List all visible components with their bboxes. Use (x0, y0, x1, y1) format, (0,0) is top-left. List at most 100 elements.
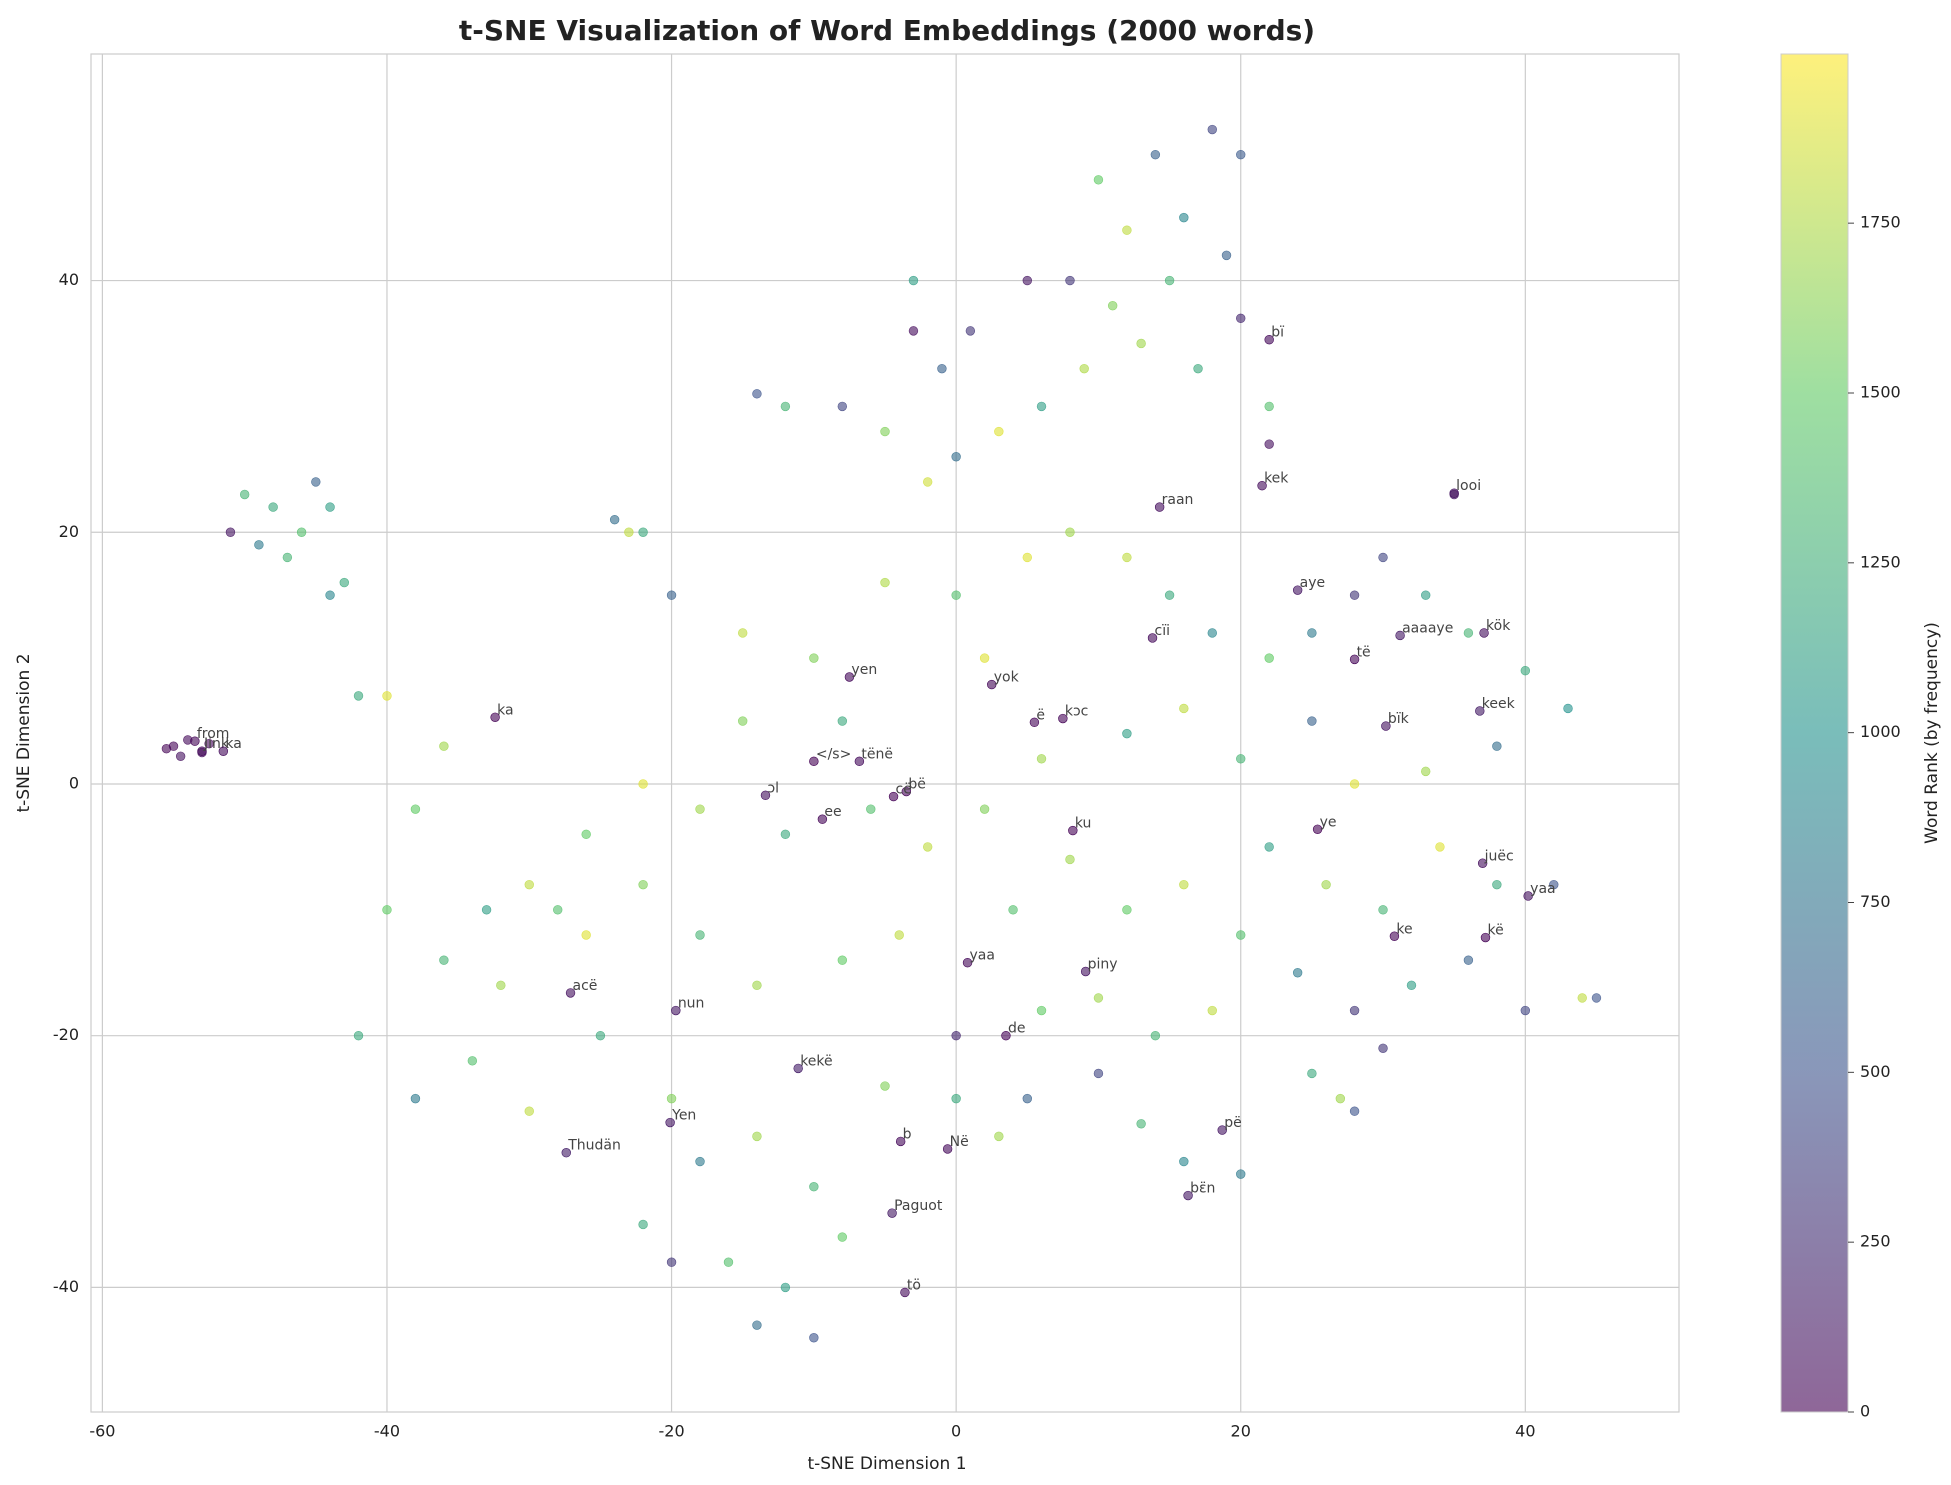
point (695, 804, 705, 814)
point (880, 426, 890, 437)
point (979, 804, 990, 814)
point (410, 1093, 421, 1104)
annotated-point (793, 1063, 803, 1074)
word-label: ku (1075, 816, 1092, 832)
point (282, 552, 293, 563)
point (1463, 628, 1474, 638)
word-label: pë (1224, 1115, 1242, 1131)
point (1349, 1106, 1360, 1116)
point (254, 540, 264, 550)
point (467, 1056, 478, 1066)
word-label: ka (225, 736, 241, 752)
point (439, 741, 449, 751)
point (439, 955, 449, 965)
y-tick-label: -20 (53, 1025, 79, 1044)
point (382, 905, 392, 915)
point (1378, 1043, 1388, 1053)
point (1349, 590, 1360, 600)
point (1022, 552, 1032, 563)
word-label: Në (950, 1134, 969, 1150)
point (922, 842, 933, 852)
word-label: de (1008, 1021, 1026, 1037)
word-label: keek (1482, 696, 1516, 712)
annotated-point (1312, 824, 1323, 834)
word-label: cïi (1155, 623, 1170, 639)
word-label: tënë (861, 746, 893, 762)
point (752, 1320, 762, 1330)
point (752, 389, 762, 399)
annotated-point (1477, 858, 1488, 868)
annotated-point (665, 1117, 675, 1128)
point (1421, 590, 1431, 600)
word-label: yaa (1530, 881, 1555, 897)
point (1349, 779, 1360, 789)
point (1093, 993, 1104, 1003)
annotated-point (1217, 1125, 1227, 1135)
word-label: kë (1487, 923, 1503, 939)
point (837, 716, 848, 726)
point (325, 502, 335, 512)
word-label: të (1357, 644, 1371, 660)
point (1236, 313, 1246, 324)
word-label: acë (573, 978, 598, 994)
point (581, 829, 591, 840)
point (353, 1030, 364, 1041)
point (1122, 225, 1132, 235)
y-axis-label: t-SNE Dimension 2 (14, 653, 34, 812)
point (1520, 666, 1531, 676)
point (524, 879, 534, 890)
colorbar-tick-label: 1250 (1860, 552, 1901, 571)
point (1236, 149, 1246, 160)
point (225, 527, 236, 537)
point (1463, 955, 1474, 965)
point (296, 527, 307, 537)
annotated-point (1147, 633, 1158, 643)
colorbar-tick-label: 250 (1860, 1232, 1891, 1251)
annotated-point (1381, 721, 1391, 731)
word-label: looi (1456, 478, 1481, 494)
point (624, 527, 634, 537)
point (581, 930, 591, 940)
point (1193, 363, 1203, 374)
word-label: kekë (800, 1053, 832, 1069)
point (1079, 363, 1089, 374)
point (1065, 275, 1075, 286)
point (1406, 980, 1417, 991)
point (161, 744, 172, 754)
word-label: tö (907, 1277, 921, 1293)
point (1492, 879, 1502, 890)
x-tick-label: 0 (951, 1422, 961, 1441)
point (1264, 401, 1274, 412)
point (965, 326, 976, 336)
point (866, 804, 876, 814)
point (1264, 653, 1274, 663)
point (1292, 968, 1303, 978)
point (809, 1182, 819, 1192)
point (1236, 754, 1246, 764)
annotated-point (561, 1148, 571, 1158)
point (638, 779, 648, 789)
point (1221, 250, 1232, 261)
point (809, 653, 819, 663)
annotated-point (1523, 891, 1533, 901)
point (1036, 754, 1047, 764)
point (994, 1131, 1004, 1142)
annotated-point (817, 814, 828, 824)
point (638, 879, 648, 890)
annotated-point (1080, 966, 1091, 977)
annotated-point (1480, 932, 1491, 943)
word-label: ɔl (767, 780, 779, 796)
point (752, 980, 762, 991)
annotated-point (888, 791, 899, 802)
word-label: ë (1036, 707, 1045, 723)
point (1036, 401, 1047, 412)
point (1122, 728, 1132, 739)
x-axis-label: t-SNE Dimension 1 (807, 1454, 966, 1474)
annotated-point (190, 736, 200, 746)
word-label: aaaaye (1402, 620, 1453, 636)
point (1179, 212, 1189, 223)
point (738, 628, 748, 638)
y-tick-label: 40 (59, 270, 79, 289)
point (1164, 590, 1175, 600)
point (1577, 993, 1587, 1003)
